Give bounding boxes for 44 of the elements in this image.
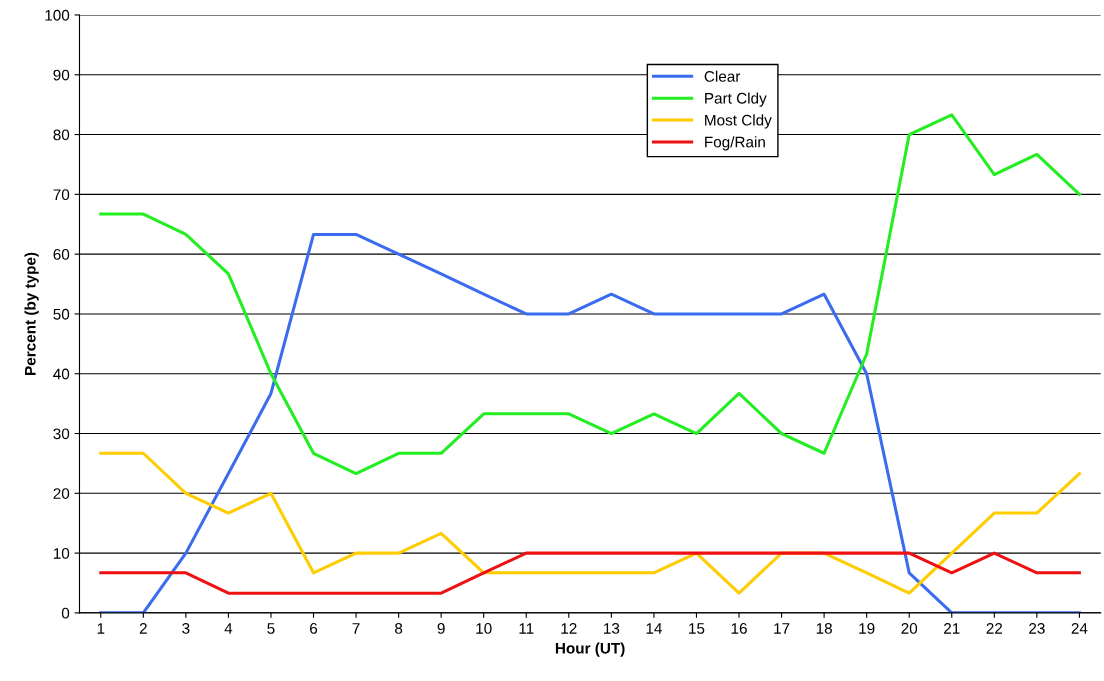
x-tick-label: 5 [267,623,275,634]
x-tick-label: 22 [986,623,1003,634]
y-tick-label: 70 [53,189,70,201]
x-tick-label: 11 [519,623,534,634]
legend-label: Part Cldy [705,92,767,107]
x-tick-label: 4 [224,623,233,634]
x-tick-label: 24 [1071,623,1088,634]
y-tick-label: 60 [53,249,70,260]
x-tick-label: 23 [1029,623,1045,634]
line-series [99,232,1081,613]
x-tick-label: 20 [901,623,918,634]
x-tick-label: 7 [352,623,360,634]
line-series [99,113,1081,476]
y-tick-label: 20 [53,488,70,499]
legend-label: Fog/Rain [705,136,765,151]
x-tick-label: 21 [944,623,960,634]
x-tick-label: 15 [689,623,705,634]
y-tick-label: 0 [61,607,70,619]
x-tick-label: 9 [437,623,445,634]
x-tick-label: 1 [97,623,105,634]
x-tick-label: 16 [731,623,747,634]
x-tick-label: 10 [476,623,492,634]
x-axis-title: Hour (UT) [555,642,625,657]
line-series [99,451,1081,595]
x-tick-label: 8 [395,623,403,634]
x-tick-label: 18 [816,623,832,634]
x-tick-label: 12 [561,623,577,634]
y-tick-label: 100 [45,9,70,21]
y-tick-label: 90 [53,69,70,81]
x-tick-label: 13 [604,623,620,634]
y-tick-label: 30 [53,428,70,440]
y-axis-title: Percent (by type) [24,252,39,375]
legend-label: Most Cldy [705,114,772,129]
x-tick-label: 2 [139,623,147,634]
legend-label: Clear [704,70,741,82]
y-tick-label: 80 [53,129,70,141]
x-tick-label: 17 [774,623,790,634]
x-tick-label: 3 [182,623,190,634]
x-tick-label: 14 [646,623,662,634]
y-tick-label: 50 [53,308,70,320]
y-tick-label: 40 [53,368,70,380]
x-tick-label: 6 [310,623,318,634]
x-tick-label: 19 [859,623,875,634]
y-tick-label: 10 [53,547,70,559]
